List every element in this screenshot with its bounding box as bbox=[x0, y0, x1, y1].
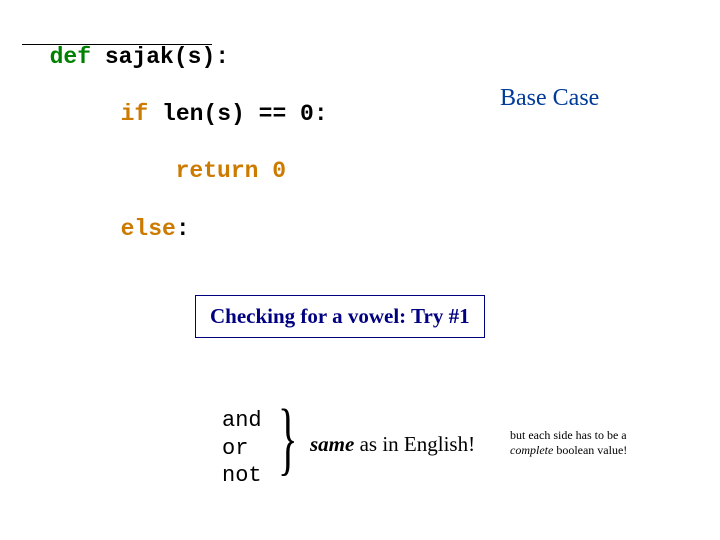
note-complete-boolean: but each side has to be a complete boole… bbox=[510, 428, 660, 458]
note-emph: complete bbox=[510, 443, 553, 457]
same-as-english: same as in English! bbox=[310, 432, 475, 457]
kw-not: not bbox=[222, 462, 262, 490]
kw-and: and bbox=[222, 407, 262, 435]
code-line-4: else: bbox=[93, 190, 190, 242]
kw-or: or bbox=[222, 435, 262, 463]
code-line-1-rest: sajak(s): bbox=[91, 44, 243, 70]
curly-brace-icon: } bbox=[278, 397, 298, 479]
note-after-emph: boolean value! bbox=[553, 443, 627, 457]
hint-text: Checking for a vowel: Try #1 bbox=[210, 304, 470, 328]
same-emph: same bbox=[310, 432, 354, 456]
code-line-2-rest: len(s) == 0: bbox=[148, 101, 327, 127]
kw-if: if bbox=[121, 101, 149, 127]
note-line1: but each side has to be a bbox=[510, 428, 627, 442]
def-underline bbox=[22, 44, 212, 45]
hint-box: Checking for a vowel: Try #1 bbox=[195, 295, 485, 338]
annotation-base-case: Base Case bbox=[500, 85, 599, 112]
kw-def: def bbox=[50, 44, 91, 70]
same-rest: as in English! bbox=[354, 432, 475, 456]
code-line-2: if len(s) == 0: bbox=[93, 75, 328, 127]
colon-else: : bbox=[176, 216, 190, 242]
kw-else: else bbox=[121, 216, 176, 242]
kw-return: return bbox=[176, 158, 259, 184]
code-line-3: return 0 bbox=[148, 132, 286, 184]
keyword-stack: and or not bbox=[222, 407, 262, 490]
literal-zero: 0 bbox=[258, 158, 286, 184]
